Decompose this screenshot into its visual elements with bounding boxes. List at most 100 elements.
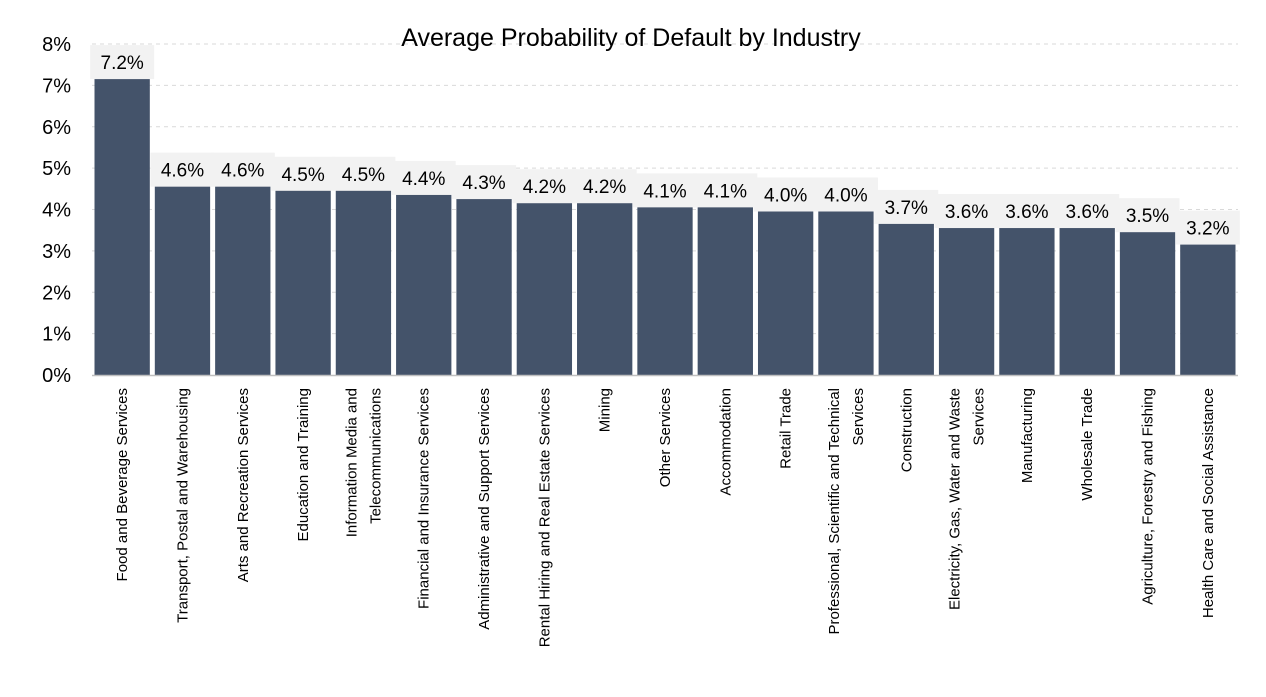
x-tick-label: Health Care and Social Assistance: [1200, 388, 1217, 618]
x-tick-label-text: Mining: [597, 388, 614, 432]
x-tick-label-text: Food and Beverage Services: [114, 388, 131, 581]
x-tick-label-line: Agriculture, Forestry and Fishing: [1140, 388, 1157, 605]
chart-title: Average Probability of Default by Indust…: [401, 24, 861, 52]
data-label-background: [633, 173, 697, 208]
x-tick-label-line: Electricity, Gas, Water and Waste: [947, 388, 964, 610]
bar: [396, 192, 452, 375]
y-tick-label: 3%: [42, 241, 71, 263]
data-label: 3.2%: [1186, 219, 1229, 240]
data-label-background: [331, 156, 396, 191]
data-label-background: [210, 152, 275, 187]
x-tick-label-line: Financial and Insurance Services: [416, 388, 433, 609]
data-label-background: [572, 169, 637, 204]
bar: [878, 221, 934, 375]
y-axis-ticks: 0% 1% 2% 3% 4% 5% 6% 7% 8%: [42, 34, 71, 387]
x-tick-label-line: Administrative and Support Services: [476, 388, 493, 630]
y-tick-label: 0%: [42, 365, 71, 387]
x-tick-label-line: Education and Training: [295, 388, 312, 541]
x-tick-label-line: Wholesale Trade: [1079, 388, 1096, 501]
data-label: 4.4%: [402, 169, 445, 190]
x-tick-label-text: Professional, Scientific and Technical Se…: [826, 388, 867, 635]
bar: [94, 77, 150, 375]
data-label: 3.5%: [1126, 206, 1169, 227]
data-label-background: [452, 165, 517, 200]
bar: [1119, 230, 1176, 375]
x-tick-label-line: Food and Beverage Services: [114, 388, 131, 581]
x-tick-label-line: Manufacturing: [1019, 388, 1036, 483]
x-tick-label-text: Agriculture, Forestry and Fishing: [1140, 388, 1157, 605]
y-tick-label: 1%: [42, 324, 71, 346]
data-label-background: [813, 177, 878, 212]
data-labels: 7.2% 4.6% 4.6% 4.5% 4.5% 4.4% 4.3% 4.2% 4.2% 4.1%…: [90, 45, 1240, 245]
data-label: 4.3%: [462, 173, 505, 194]
x-tick-label: Arts and Recreation Services: [235, 388, 252, 582]
x-tick-label: Mining: [597, 388, 614, 432]
bar: [818, 209, 874, 375]
data-label: 4.1%: [704, 181, 747, 202]
data-label: 4.5%: [281, 165, 324, 186]
data-label-background: [1175, 210, 1240, 245]
x-tick-label-text: Information Media and Telecommunications: [343, 388, 384, 537]
x-tick-label: Transport, Postal and Warehousing: [174, 388, 191, 623]
x-tick-label-text: Accommodation: [717, 388, 734, 496]
x-tick-label-line: Mining: [597, 388, 614, 432]
bar: [697, 205, 753, 375]
y-tick-label: 5%: [42, 158, 71, 180]
data-label: 4.6%: [221, 161, 264, 182]
y-tick-label: 4%: [42, 200, 71, 222]
bar: [1059, 226, 1115, 375]
bar: [275, 188, 331, 375]
bar: [215, 184, 271, 375]
data-label-background: [150, 152, 215, 187]
bars: [94, 77, 1236, 375]
x-tick-label-text: Wholesale Trade: [1079, 388, 1096, 501]
data-label: 3.6%: [945, 202, 988, 223]
x-tick-label-line: Rental Hiring and Real Estate Services: [536, 388, 553, 647]
data-label-background: [1055, 194, 1120, 229]
x-tick-label: Retail Trade: [778, 388, 795, 469]
data-label-background: [391, 160, 456, 195]
data-label-background: [874, 189, 939, 224]
bar: [516, 201, 573, 375]
y-tick-label: 6%: [42, 117, 71, 139]
data-label: 4.0%: [824, 186, 867, 207]
x-tick-label: Construction: [898, 388, 915, 472]
x-tick-label-line: Professional, Scientific and Technical: [826, 388, 843, 635]
x-tick-label: Wholesale Trade: [1079, 388, 1096, 501]
x-tick-label-line: Transport, Postal and Warehousing: [174, 388, 191, 623]
data-label: 3.7%: [885, 198, 928, 219]
y-tick-label: 7%: [42, 75, 71, 97]
bar: [999, 226, 1055, 375]
x-tick-label-text: Rental Hiring and Real Estate Services: [536, 388, 553, 647]
x-tick-label-text: Manufacturing: [1019, 388, 1036, 483]
x-tick-label-line: Information Media and: [343, 388, 360, 537]
bar: [637, 205, 693, 375]
x-tick-label-line: Telecommunications: [367, 388, 384, 524]
data-label-background: [753, 177, 818, 212]
x-tick-label-text: Transport, Postal and Warehousing: [174, 388, 191, 623]
x-tick-label: Professional, Scientific and Technical Se…: [826, 388, 867, 635]
data-label-background: [693, 173, 758, 208]
x-tick-label-text: Arts and Recreation Services: [235, 388, 252, 582]
data-label: 3.6%: [1066, 202, 1109, 223]
x-tick-label-text: Health Care and Social Assistance: [1200, 388, 1217, 618]
y-tick-label: 2%: [42, 282, 71, 304]
bar: [577, 201, 633, 375]
x-tick-label-text: Other Services: [657, 388, 674, 487]
data-label-background: [512, 169, 577, 204]
bar: [154, 184, 211, 375]
data-label: 4.1%: [643, 181, 686, 202]
x-tick-label-line: Health Care and Social Assistance: [1200, 388, 1217, 618]
bar: [938, 226, 995, 375]
x-tick-label: Manufacturing: [1019, 388, 1036, 483]
x-tick-label: Education and Training: [295, 388, 312, 541]
x-axis-ticks: Food and Beverage Services Transport, Pos…: [114, 388, 1217, 647]
data-label: 4.6%: [161, 161, 204, 182]
x-tick-label-line: Construction: [898, 388, 915, 472]
bar: [456, 197, 512, 375]
x-tick-label: Agriculture, Forestry and Fishing: [1140, 388, 1157, 605]
x-tick-label: Information Media and Telecommunications: [343, 388, 384, 537]
x-tick-label: Accommodation: [717, 388, 734, 496]
